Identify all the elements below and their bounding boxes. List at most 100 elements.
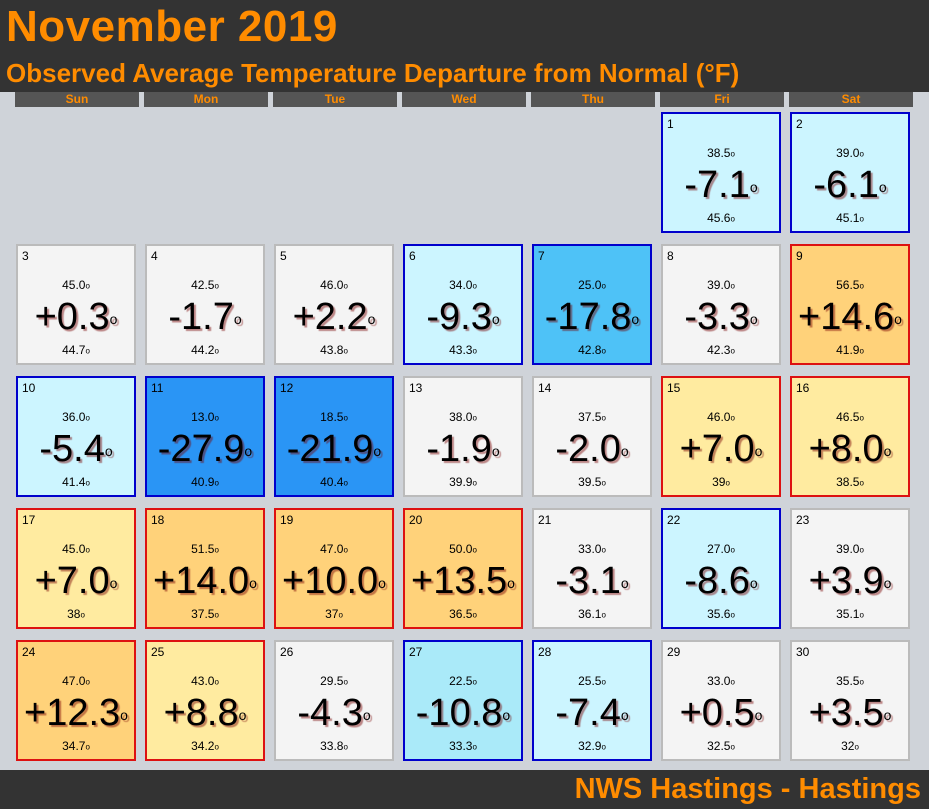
weekday-sun: Sun xyxy=(15,92,139,107)
day-number: 30 xyxy=(796,645,810,659)
day-cell: 14 37.5o -2.0o 39.5o xyxy=(532,376,652,497)
day-cell: 29 33.0o +0.5o 32.5o xyxy=(661,640,781,761)
weekday-fri: Fri xyxy=(660,92,784,107)
observed-temperature: 13.0o xyxy=(191,410,219,424)
day-cell: 1 38.5o -7.1o 45.6o xyxy=(661,112,781,233)
day-number: 24 xyxy=(22,645,36,659)
temperature-departure: +2.2o xyxy=(292,296,376,338)
temperature-departure: +0.3o xyxy=(34,296,118,338)
normal-temperature: 42.8o xyxy=(578,343,606,357)
observed-temperature: 29.5o xyxy=(320,674,348,688)
temperature-departure: -9.3o xyxy=(426,296,500,338)
day-cell: 20 50.0o +13.5o 36.5o xyxy=(403,508,523,629)
normal-temperature: 39o xyxy=(712,475,730,489)
observed-temperature: 43.0o xyxy=(191,674,219,688)
temperature-departure: +10.0o xyxy=(282,560,386,602)
temperature-departure: -2.0o xyxy=(555,428,629,470)
day-cell: 4 42.5o -1.7o 44.2o xyxy=(145,244,265,365)
temperature-departure: +3.5o xyxy=(808,692,892,734)
weekday-mon: Mon xyxy=(144,92,268,107)
title-bar: November 2019 Observed Average Temperatu… xyxy=(0,0,929,92)
day-number: 4 xyxy=(151,249,158,263)
temperature-departure: -21.9o xyxy=(286,428,382,470)
day-cell: 17 45.0o +7.0o 38o xyxy=(16,508,136,629)
day-number: 12 xyxy=(280,381,294,395)
footer-bar: NWS Hastings - Hastings xyxy=(0,770,929,809)
temperature-departure: -7.1o xyxy=(684,164,758,206)
temperature-departure: -5.4o xyxy=(39,428,113,470)
observed-temperature: 51.5o xyxy=(191,542,219,556)
normal-temperature: 40.9o xyxy=(191,475,219,489)
day-cell: 21 33.0o -3.1o 36.1o xyxy=(532,508,652,629)
normal-temperature: 39.5o xyxy=(578,475,606,489)
day-number: 7 xyxy=(538,249,545,263)
weekday-wed: Wed xyxy=(402,92,526,107)
day-number: 11 xyxy=(151,381,164,395)
day-cell: 18 51.5o +14.0o 37.5o xyxy=(145,508,265,629)
temperature-departure: +14.6o xyxy=(798,296,902,338)
normal-temperature: 34.2o xyxy=(191,739,219,753)
observed-temperature: 33.0o xyxy=(578,542,606,556)
day-number: 26 xyxy=(280,645,294,659)
observed-temperature: 46.0o xyxy=(707,410,735,424)
day-cell: 19 47.0o +10.0o 37o xyxy=(274,508,394,629)
normal-temperature: 45.6o xyxy=(707,211,735,225)
day-number: 1 xyxy=(667,117,674,131)
normal-temperature: 35.1o xyxy=(836,607,864,621)
day-cell: 28 25.5o -7.4o 32.9o xyxy=(532,640,652,761)
observed-temperature: 36.0o xyxy=(62,410,90,424)
normal-temperature: 42.3o xyxy=(707,343,735,357)
temperature-departure: +7.0o xyxy=(34,560,118,602)
weekday-thu: Thu xyxy=(531,92,655,107)
temperature-departure: -6.1o xyxy=(813,164,887,206)
normal-temperature: 39.9o xyxy=(449,475,477,489)
temperature-departure: +7.0o xyxy=(679,428,763,470)
day-cell: 26 29.5o -4.3o 33.8o xyxy=(274,640,394,761)
temperature-departure: -10.8o xyxy=(415,692,511,734)
normal-temperature: 33.8o xyxy=(320,739,348,753)
observed-temperature: 25.0o xyxy=(578,278,606,292)
day-cell: 25 43.0o +8.8o 34.2o xyxy=(145,640,265,761)
observed-temperature: 38.0o xyxy=(449,410,477,424)
temperature-departure: +13.5o xyxy=(411,560,515,602)
normal-temperature: 44.2o xyxy=(191,343,219,357)
observed-temperature: 42.5o xyxy=(191,278,219,292)
observed-temperature: 37.5o xyxy=(578,410,606,424)
observed-temperature: 25.5o xyxy=(578,674,606,688)
normal-temperature: 36.1o xyxy=(578,607,606,621)
normal-temperature: 38o xyxy=(67,607,85,621)
day-number: 28 xyxy=(538,645,552,659)
day-number: 21 xyxy=(538,513,552,527)
day-cell: 30 35.5o +3.5o 32o xyxy=(790,640,910,761)
observed-temperature: 46.0o xyxy=(320,278,348,292)
observed-temperature: 46.5o xyxy=(836,410,864,424)
temperature-departure: +14.0o xyxy=(153,560,257,602)
observed-temperature: 45.0o xyxy=(62,542,90,556)
day-number: 27 xyxy=(409,645,423,659)
temperature-departure: -17.8o xyxy=(544,296,640,338)
observed-temperature: 18.5o xyxy=(320,410,348,424)
temperature-departure: -8.6o xyxy=(684,560,758,602)
normal-temperature: 43.8o xyxy=(320,343,348,357)
normal-temperature: 36.5o xyxy=(449,607,477,621)
day-number: 23 xyxy=(796,513,810,527)
day-cell: 22 27.0o -8.6o 35.6o xyxy=(661,508,781,629)
day-cell: 7 25.0o -17.8o 42.8o xyxy=(532,244,652,365)
day-number: 6 xyxy=(409,249,416,263)
day-number: 15 xyxy=(667,381,681,395)
day-number: 10 xyxy=(22,381,36,395)
normal-temperature: 44.7o xyxy=(62,343,90,357)
day-cell: 6 34.0o -9.3o 43.3o xyxy=(403,244,523,365)
observed-temperature: 50.0o xyxy=(449,542,477,556)
day-cell: 23 39.0o +3.9o 35.1o xyxy=(790,508,910,629)
footer-credit: NWS Hastings - Hastings xyxy=(574,773,921,805)
day-number: 14 xyxy=(538,381,552,395)
observed-temperature: 47.0o xyxy=(62,674,90,688)
day-cell: 3 45.0o +0.3o 44.7o xyxy=(16,244,136,365)
weekday-tue: Tue xyxy=(273,92,397,107)
day-cell: 27 22.5o -10.8o 33.3o xyxy=(403,640,523,761)
normal-temperature: 32.9o xyxy=(578,739,606,753)
normal-temperature: 32.5o xyxy=(707,739,735,753)
day-number: 5 xyxy=(280,249,287,263)
day-number: 29 xyxy=(667,645,681,659)
